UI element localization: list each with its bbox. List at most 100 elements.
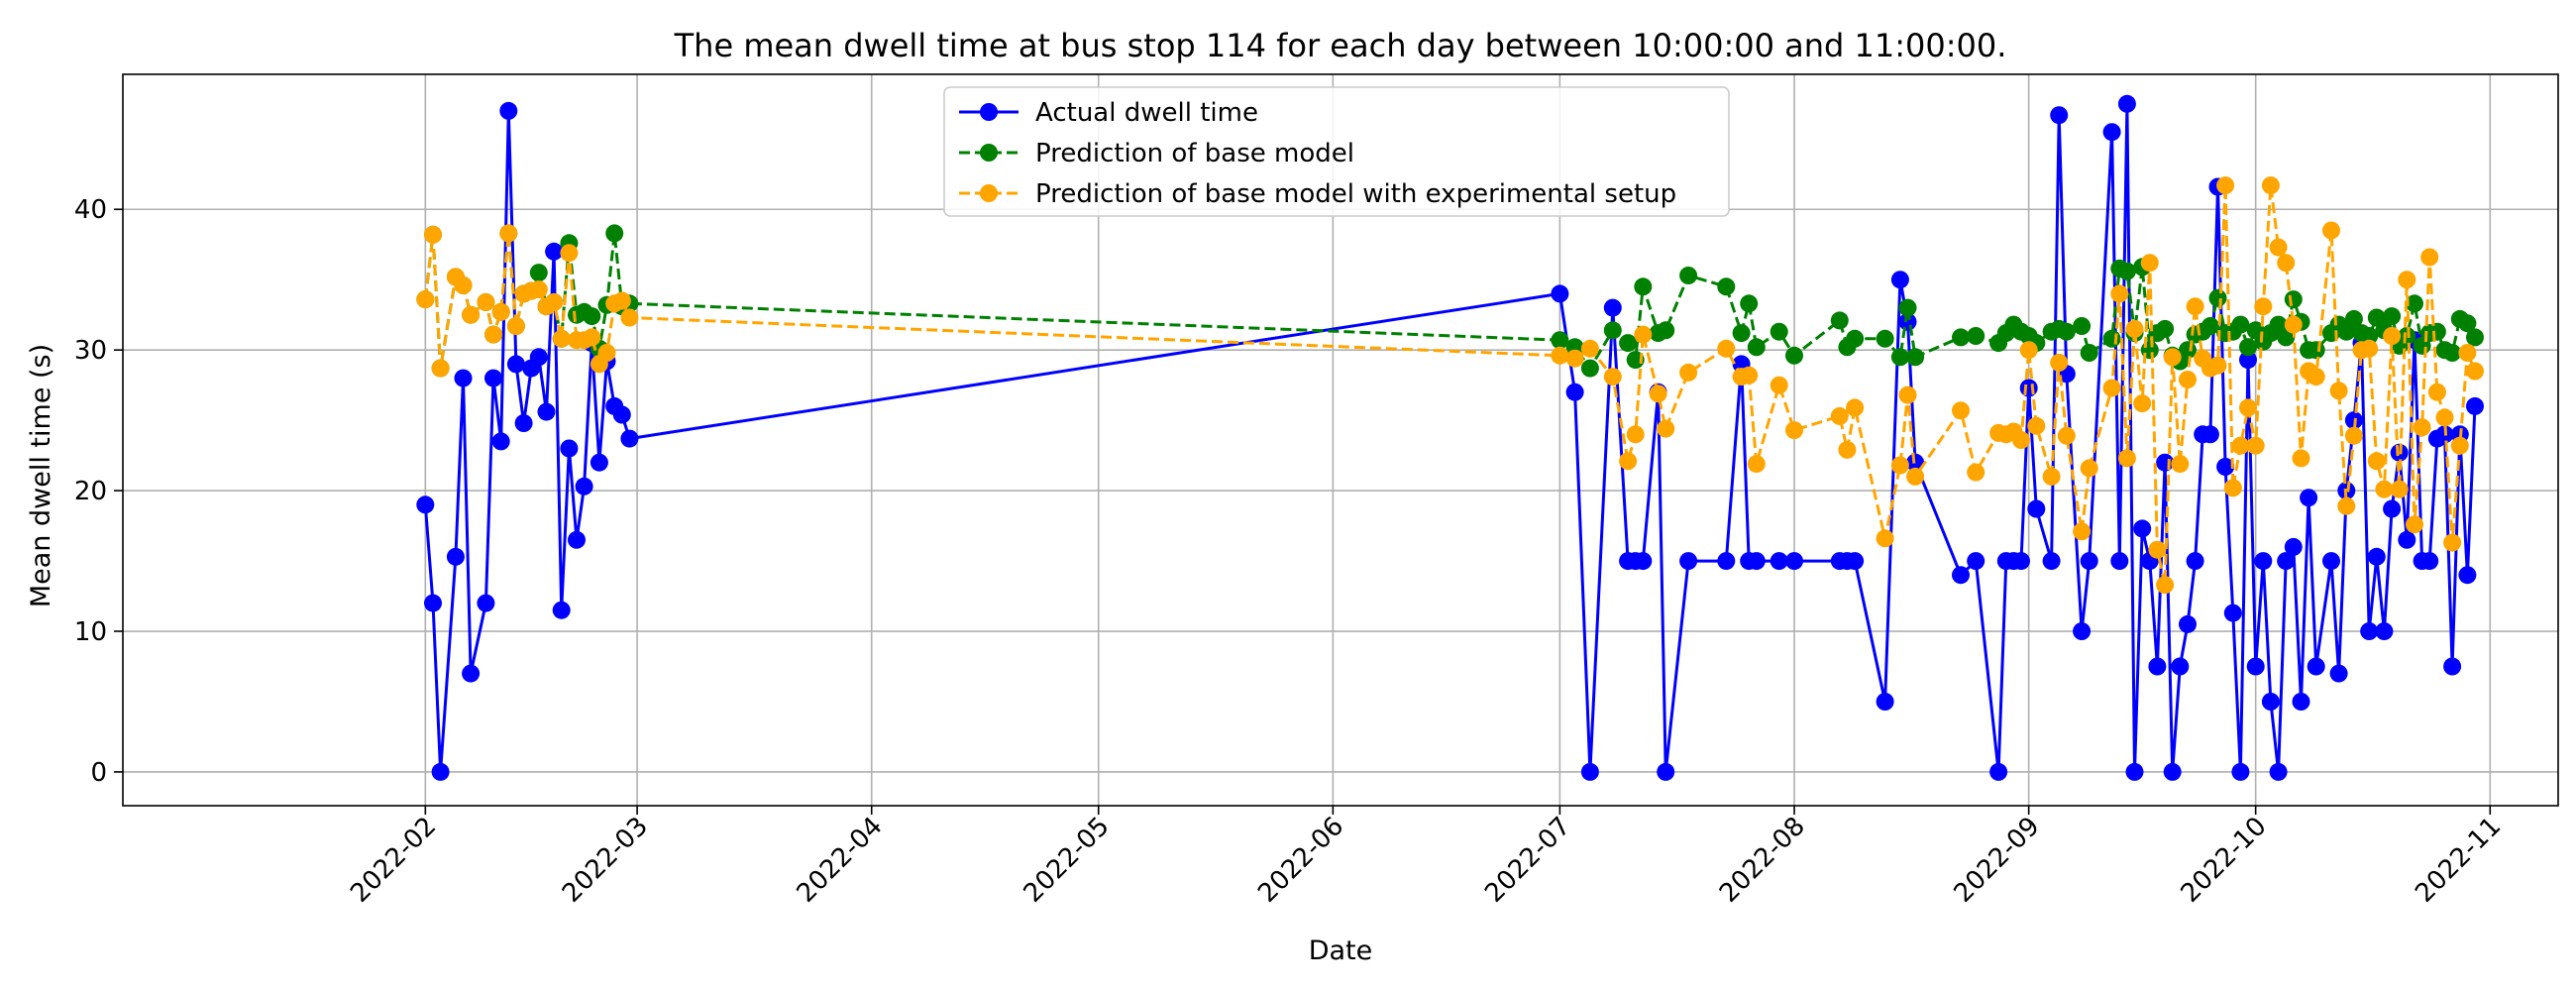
data-point <box>2179 341 2197 360</box>
data-point <box>2057 426 2076 445</box>
data-point <box>552 601 571 619</box>
data-point <box>1679 267 1698 284</box>
data-point <box>1876 693 1894 711</box>
series-layer <box>416 94 2484 781</box>
data-point <box>2360 622 2379 640</box>
data-point <box>2080 552 2098 571</box>
data-point <box>2171 657 2190 676</box>
data-point <box>2179 614 2197 633</box>
series-line <box>423 183 2477 587</box>
data-point <box>1626 351 1645 370</box>
data-point <box>2208 288 2227 307</box>
data-point <box>2231 762 2250 781</box>
data-point <box>1890 271 1909 289</box>
data-point <box>2223 604 2242 622</box>
legend-marker <box>980 184 998 202</box>
data-point <box>1785 421 1803 440</box>
data-point <box>1952 401 1970 420</box>
data-point <box>2322 221 2340 240</box>
data-point <box>1626 425 1645 444</box>
legend-marker <box>980 144 998 162</box>
data-point <box>2133 519 2152 538</box>
data-point <box>2443 344 2462 362</box>
data-point <box>2277 552 2296 571</box>
data-point <box>462 664 481 683</box>
data-point <box>2027 416 2046 435</box>
data-point <box>2102 329 2121 348</box>
legend-marker <box>980 103 998 121</box>
data-point <box>2458 566 2477 585</box>
data-point <box>1740 366 1759 385</box>
data-point <box>529 348 548 367</box>
data-point <box>2117 449 2136 468</box>
data-point <box>1906 348 1925 367</box>
data-point <box>499 101 518 120</box>
data-point <box>2080 344 2098 362</box>
plot-frame <box>122 73 2559 807</box>
data-point <box>2186 297 2204 316</box>
data-point <box>1657 321 1675 340</box>
series-3 <box>416 176 2484 595</box>
data-point <box>1619 334 1638 353</box>
data-point <box>446 547 465 566</box>
data-point <box>1989 762 2008 781</box>
data-point <box>2300 489 2318 507</box>
data-point <box>1898 385 1917 404</box>
data-point <box>560 244 579 263</box>
data-point <box>2337 496 2356 515</box>
data-point <box>491 432 510 451</box>
data-point <box>2307 368 2325 386</box>
data-point <box>612 291 631 310</box>
data-point <box>2344 426 2363 445</box>
data-point <box>2383 327 2402 345</box>
data-point <box>431 359 450 378</box>
data-point <box>1785 346 1803 365</box>
data-point <box>2163 348 2182 367</box>
legend: Actual dwell time Prediction of base mode… <box>943 86 1730 217</box>
data-point <box>1890 456 1909 475</box>
data-point <box>1679 363 1698 382</box>
data-point <box>2398 530 2416 549</box>
series-line <box>423 102 2477 774</box>
data-point <box>2171 455 2190 474</box>
data-point <box>1952 328 1970 347</box>
legend-label: Actual dwell time <box>1035 98 1258 128</box>
data-point <box>1551 284 1569 303</box>
data-point <box>2140 254 2159 273</box>
data-point <box>431 762 450 781</box>
data-point <box>1657 419 1675 438</box>
data-point <box>2102 123 2121 142</box>
data-point <box>416 290 435 309</box>
data-point <box>2458 344 2477 362</box>
data-point <box>2329 664 2348 683</box>
data-point <box>2277 254 2296 273</box>
data-point <box>597 344 616 362</box>
data-point <box>2239 398 2257 417</box>
data-point <box>2216 176 2235 195</box>
data-point <box>2269 238 2288 257</box>
data-point <box>1603 321 1622 340</box>
data-point <box>1603 298 1622 317</box>
data-point <box>583 328 601 347</box>
data-point <box>2231 315 2250 334</box>
data-point <box>2216 458 2235 476</box>
data-point <box>1634 552 1653 571</box>
data-point <box>1747 552 1766 571</box>
data-point <box>2027 499 2046 518</box>
data-point <box>2057 322 2076 341</box>
data-point <box>2073 622 2092 640</box>
data-point <box>484 325 502 344</box>
data-point <box>2466 362 2484 381</box>
data-point <box>499 224 518 243</box>
legend-label: Prediction of base model with experiment… <box>1035 179 1676 209</box>
data-point <box>514 414 533 432</box>
data-point <box>2307 657 2325 676</box>
data-point <box>2292 693 2310 711</box>
data-point <box>1770 376 1788 394</box>
y-tick-label: 0 <box>90 758 107 788</box>
data-point <box>2261 176 2280 195</box>
chart-title: The mean dwell time at bus stop 114 for … <box>674 27 2007 64</box>
data-point <box>2200 317 2219 335</box>
data-point <box>2042 552 2061 571</box>
